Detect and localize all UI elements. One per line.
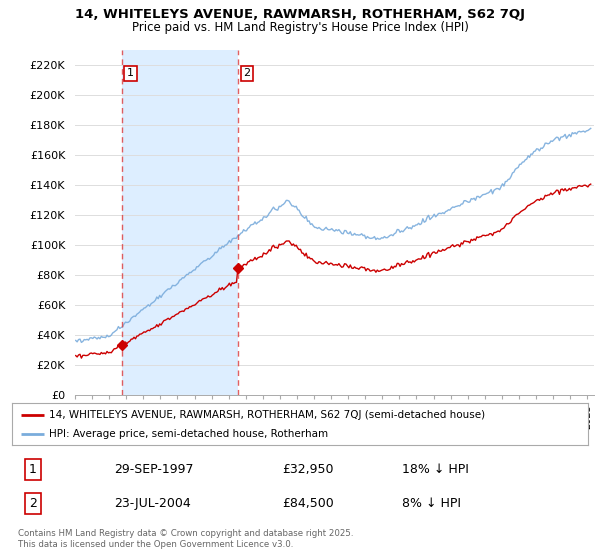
- Text: 14, WHITELEYS AVENUE, RAWMARSH, ROTHERHAM, S62 7QJ: 14, WHITELEYS AVENUE, RAWMARSH, ROTHERHA…: [75, 8, 525, 21]
- Text: Contains HM Land Registry data © Crown copyright and database right 2025.
This d: Contains HM Land Registry data © Crown c…: [18, 529, 353, 549]
- Text: Price paid vs. HM Land Registry's House Price Index (HPI): Price paid vs. HM Land Registry's House …: [131, 21, 469, 34]
- Text: 23-JUL-2004: 23-JUL-2004: [114, 497, 191, 510]
- Text: 14, WHITELEYS AVENUE, RAWMARSH, ROTHERHAM, S62 7QJ (semi-detached house): 14, WHITELEYS AVENUE, RAWMARSH, ROTHERHA…: [49, 409, 485, 419]
- Text: 29-SEP-1997: 29-SEP-1997: [114, 463, 193, 476]
- Text: HPI: Average price, semi-detached house, Rotherham: HPI: Average price, semi-detached house,…: [49, 429, 329, 439]
- Text: 8% ↓ HPI: 8% ↓ HPI: [402, 497, 461, 510]
- Text: 2: 2: [244, 68, 250, 78]
- Text: £84,500: £84,500: [282, 497, 334, 510]
- Text: £32,950: £32,950: [282, 463, 334, 476]
- Bar: [122, 50, 238, 395]
- Text: 18% ↓ HPI: 18% ↓ HPI: [402, 463, 469, 476]
- Text: 1: 1: [127, 68, 134, 78]
- Text: 1: 1: [29, 463, 37, 476]
- Text: 2: 2: [29, 497, 37, 510]
